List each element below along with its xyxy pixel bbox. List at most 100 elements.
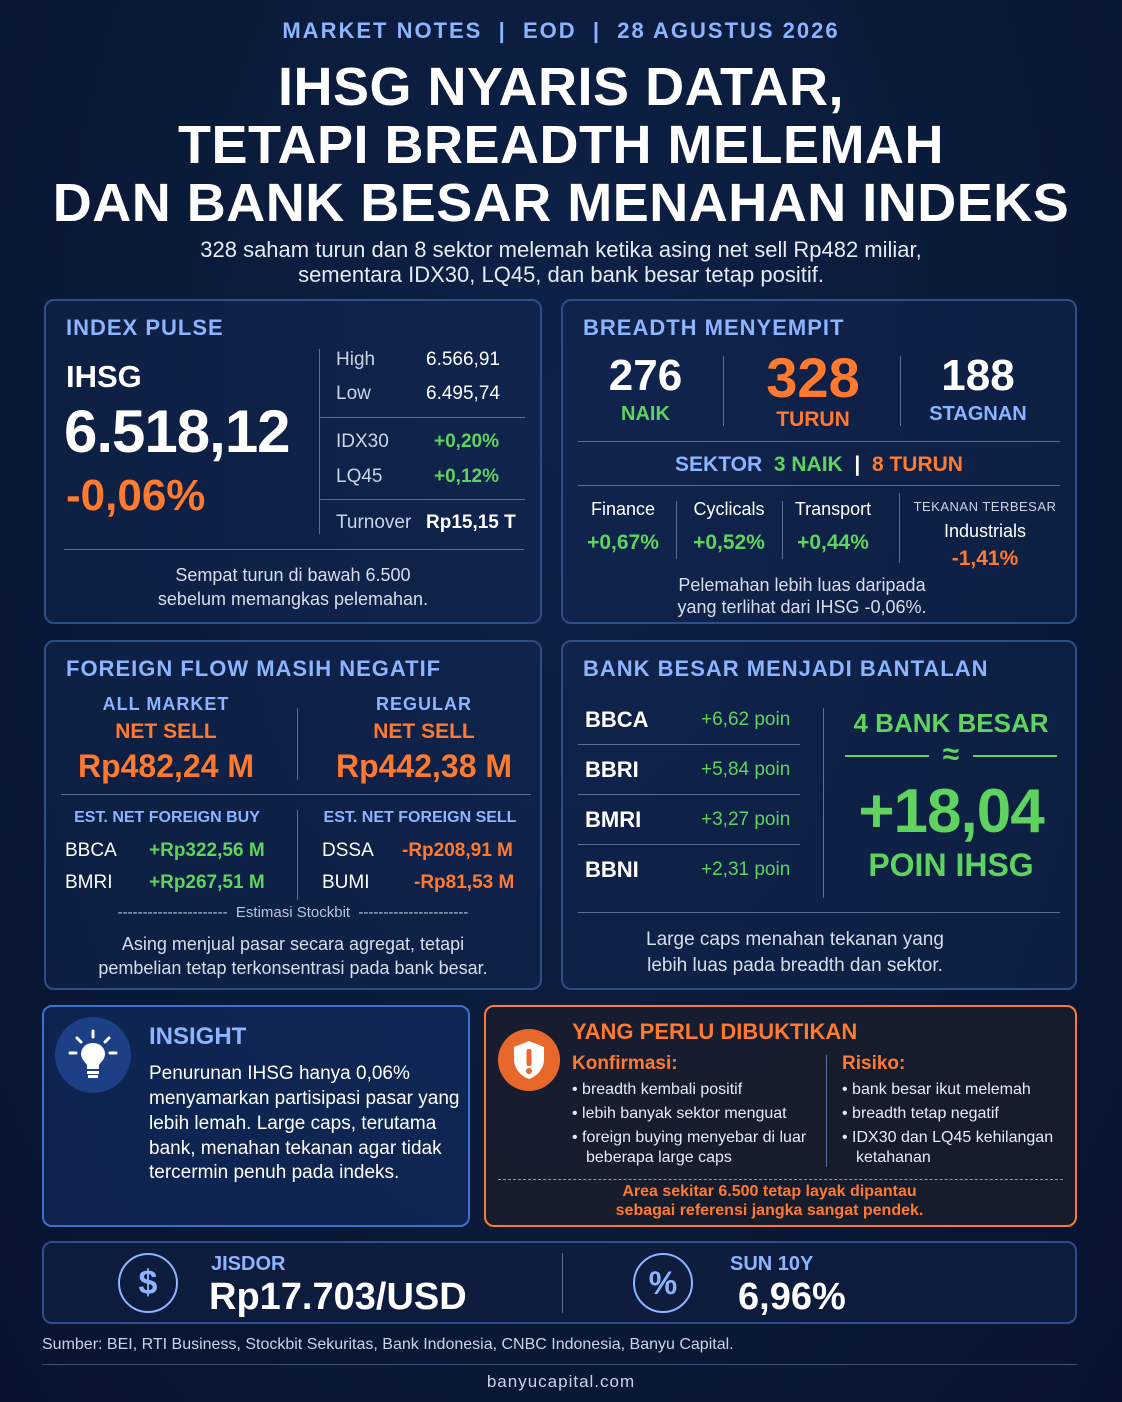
stat-sep-2 xyxy=(320,499,525,500)
source-footer: Sumber: BEI, RTI Business, Stockbit Seku… xyxy=(42,1336,734,1353)
confirm-item-3: • foreign buying menyebar di luar xyxy=(572,1129,807,1146)
to-prove-divider xyxy=(826,1055,827,1167)
bank-bottom-sep xyxy=(578,912,1060,913)
insight-panel: INSIGHT Penurunan IHSG hanya 0,06% menya… xyxy=(42,1005,470,1227)
sell-title: EST. NET FOREIGN SELL xyxy=(323,809,517,826)
to-prove-panel: YANG PERLU DIBUKTIKAN Konfirmasi: • brea… xyxy=(484,1005,1077,1227)
confirm-item-3-text: foreign buying menyebar di luar xyxy=(582,1129,807,1146)
breadth-note-1: Pelemahan lebih luas daripada xyxy=(678,575,926,595)
kicker: MARKET NOTES | EOD | 28 AGUSTUS 2026 xyxy=(282,18,840,43)
index-pulse-panel: INDEX PULSE IHSG 6.518,12 -0,06% High 6.… xyxy=(44,299,542,624)
approx-line-right xyxy=(973,755,1057,757)
confirm-item-1: • breadth kembali positif xyxy=(572,1081,743,1098)
insight-line-3: lebih lemah. Large caps, terutama xyxy=(149,1113,437,1134)
bank-ticker-1: BBCA xyxy=(585,707,649,732)
regular-value: Rp442,38 M xyxy=(335,748,513,784)
bank-summary-value: +18,04 xyxy=(858,777,1044,846)
dollar-icon: $ xyxy=(118,1253,178,1313)
stat-label-high: High xyxy=(336,349,376,370)
site-footer[interactable]: banyucapital.com xyxy=(486,1372,636,1391)
headline-line-3: DAN BANK BESAR MENAHAN INDEKS xyxy=(52,173,1070,233)
worst-sector-label: TEKANAN TERBESAR xyxy=(913,499,1057,514)
sector-div-3 xyxy=(899,493,900,563)
insight-line-2: menyamarkan partisipasi pasar yang xyxy=(149,1088,460,1109)
sector-down: 8 TURUN xyxy=(871,453,963,476)
insight-title: INSIGHT xyxy=(149,1023,247,1050)
risk-item-1: • bank besar ikut melemah xyxy=(842,1081,1031,1098)
to-prove-dashed-sep xyxy=(498,1179,1063,1180)
breadth-flat-label: STAGNAN xyxy=(929,403,1027,425)
buy-ticker-2: BMRI xyxy=(65,872,113,893)
breadth-sep-1 xyxy=(578,441,1060,442)
sector-change-cyclicals: +0,52% xyxy=(693,531,765,554)
risk-item-2: • breadth tetap negatif xyxy=(842,1105,999,1122)
big-banks-panel: BANK BESAR MENJADI BANTALAN BBCA +6,62 p… xyxy=(561,640,1077,990)
stat-value-idx30: +0,20% xyxy=(434,431,499,452)
confirm-item-2-text: lebih banyak sektor menguat xyxy=(582,1105,787,1122)
stat-label-low: Low xyxy=(336,383,371,404)
breadth-flat-value: 188 xyxy=(941,351,1015,400)
sell-value-2: -Rp81,53 M xyxy=(414,872,515,893)
all-market-sub: NET SELL xyxy=(115,720,217,743)
buy-value-1: +Rp322,56 M xyxy=(149,840,265,861)
sector-name-transport: Transport xyxy=(794,499,872,519)
lightbulb-icon xyxy=(55,1017,131,1093)
breadth-panel: BREADTH MENYEMPIT 276 NAIK 328 TURUN 188… xyxy=(561,299,1077,624)
bank-sep-1 xyxy=(578,744,800,745)
sector-change-transport: +0,44% xyxy=(797,531,869,554)
stat-value-high: 6.566,91 xyxy=(426,349,500,370)
bank-sep-2 xyxy=(578,794,800,795)
source-note: ---------------------- Estimasi Stockbit… xyxy=(117,904,469,921)
pulse-divider xyxy=(319,349,320,534)
confirm-title: Konfirmasi: xyxy=(572,1053,678,1074)
flow-div-top xyxy=(297,708,298,780)
confirm-item-3-cont: beberapa large caps xyxy=(586,1149,732,1166)
sector-up: 3 NAIK xyxy=(773,453,843,476)
risk-title: Risiko: xyxy=(842,1053,906,1074)
flow-note-2: pembelian tetap terkonsentrasi pada bank… xyxy=(98,958,488,978)
stat-sep-1 xyxy=(320,417,525,418)
bank-value-3: +3,27 poin xyxy=(701,809,791,830)
bank-note-2: lebih luas pada breadth dan sektor. xyxy=(647,955,943,976)
breadth-div-1 xyxy=(723,356,724,426)
confirm-item-1-text: breadth kembali positif xyxy=(582,1081,743,1098)
to-prove-footer-1: Area sekitar 6.500 tetap layak dipantau xyxy=(622,1183,917,1200)
footer-sep xyxy=(42,1364,1077,1365)
bank-summary-label: 4 BANK BESAR xyxy=(853,708,1049,738)
approx-line-left xyxy=(845,755,929,757)
sector-label: SEKTOR xyxy=(675,453,763,476)
breadth-down-value: 328 xyxy=(766,346,860,409)
percent-icon: % xyxy=(633,1253,693,1313)
sector-separator: | xyxy=(854,453,861,476)
sector-name-finance: Finance xyxy=(590,499,656,519)
stat-value-turnover: Rp15,15 T xyxy=(426,512,516,533)
breadth-note-2: yang terlihat dari IHSG -0,06%. xyxy=(677,597,927,617)
pulse-bottom-sep xyxy=(64,549,524,550)
bank-divider xyxy=(823,708,824,898)
stat-label-turnover: Turnover xyxy=(336,512,412,533)
flow-note-1: Asing menjual pasar secara agregat, teta… xyxy=(121,934,465,954)
bank-value-1: +6,62 poin xyxy=(701,709,791,730)
bank-ticker-3: BMRI xyxy=(585,807,642,832)
jisdor-label: JISDOR xyxy=(211,1253,286,1275)
all-market-label: ALL MARKET xyxy=(102,694,230,714)
sector-summary: SEKTOR 3 NAIK | 8 TURUN xyxy=(563,453,1075,477)
jisdor-value: Rp17.703/USD xyxy=(209,1276,467,1318)
all-market-value: Rp482,24 M xyxy=(77,748,255,784)
bank-note-1: Large caps menahan tekanan yang xyxy=(646,929,944,950)
bank-value-4: +2,31 poin xyxy=(701,859,791,880)
sector-div-1 xyxy=(676,501,677,559)
risk-item-3: • IDX30 dan LQ45 kehilangan xyxy=(842,1129,1054,1146)
macro-panel: $ JISDOR Rp17.703/USD % SUN 10Y 6,96% xyxy=(42,1241,1077,1324)
breadth-div-2 xyxy=(900,356,901,426)
stat-label-idx30: IDX30 xyxy=(336,431,389,452)
shield-alert-icon xyxy=(498,1029,560,1091)
breadth-sep-2 xyxy=(578,485,1060,486)
risk-item-2-text: breadth tetap negatif xyxy=(852,1105,999,1122)
bank-sep-3 xyxy=(578,844,800,845)
sector-name-cyclicals: Cyclicals xyxy=(693,499,765,519)
flow-sep xyxy=(61,794,531,795)
sell-value-1: -Rp208,91 M xyxy=(402,840,513,861)
buy-value-2: +Rp267,51 M xyxy=(149,872,265,893)
insight-line-1: Penurunan IHSG hanya 0,06% xyxy=(149,1063,410,1084)
